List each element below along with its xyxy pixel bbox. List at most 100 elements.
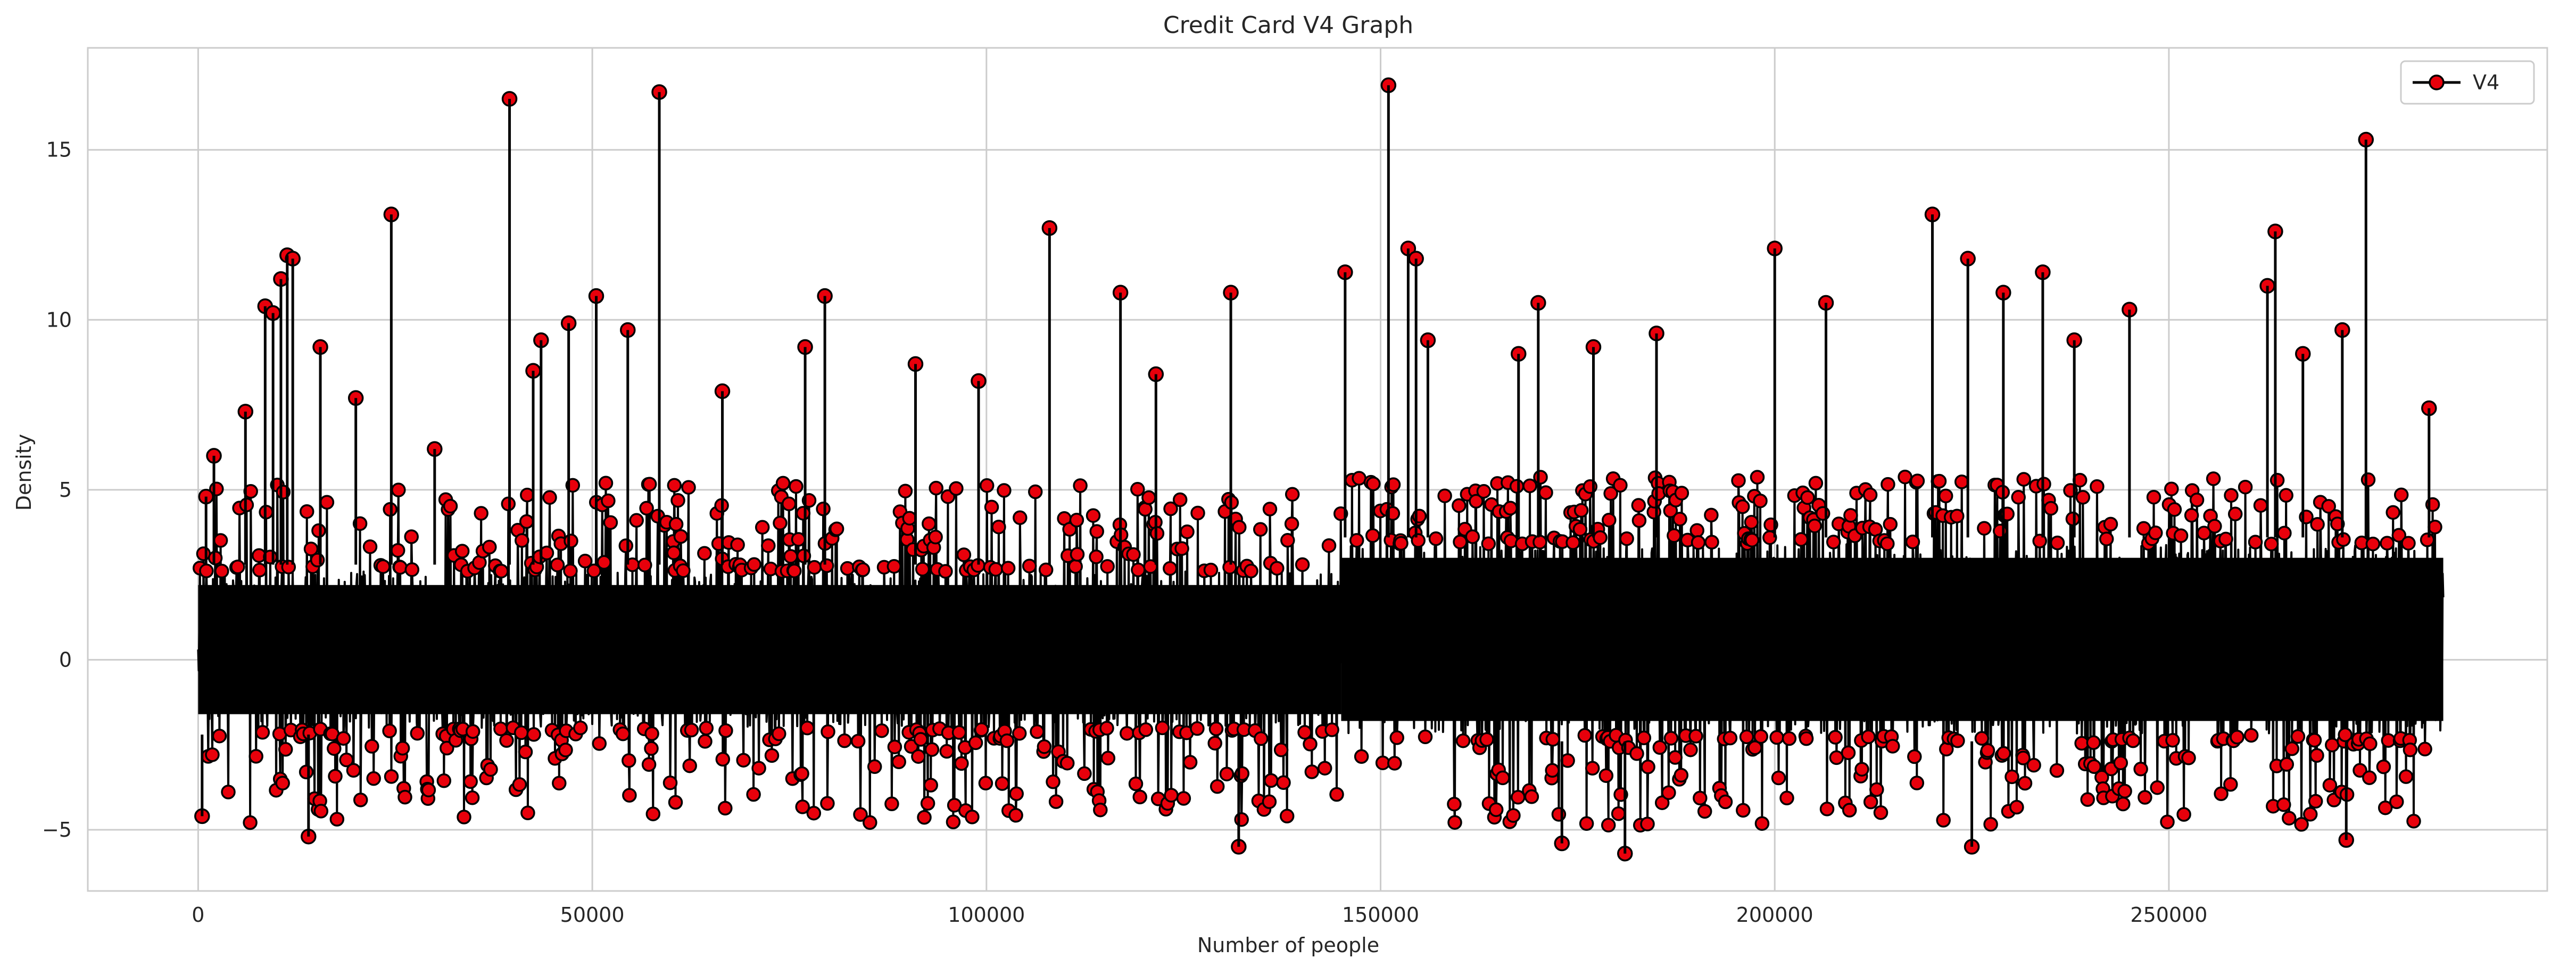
x-tick-label: 250000 xyxy=(2130,903,2207,927)
data-point-marker xyxy=(483,762,498,777)
data-point-marker xyxy=(682,758,697,773)
data-point-marker xyxy=(598,476,614,490)
y-tick-label: 10 xyxy=(46,308,72,331)
data-point-marker xyxy=(1854,762,1869,777)
data-point-marker xyxy=(1829,750,1844,765)
data-point-marker xyxy=(518,744,533,760)
data-point-marker xyxy=(2290,729,2306,744)
data-point-marker xyxy=(311,523,326,538)
data-point-marker xyxy=(697,546,712,561)
data-point-marker xyxy=(1522,478,1537,494)
data-point-marker xyxy=(884,796,899,812)
data-point-marker xyxy=(1352,471,1366,486)
data-point-marker xyxy=(629,513,644,528)
data-point-marker xyxy=(1974,731,1990,746)
data-point-marker xyxy=(1317,761,1332,776)
data-point-marker xyxy=(1069,512,1084,528)
data-point-marker xyxy=(252,563,267,578)
data-point-marker xyxy=(2214,786,2229,802)
x-tick-label: 200000 xyxy=(1736,903,1813,927)
data-point-marker xyxy=(1254,731,1269,746)
data-point-marker xyxy=(1279,809,1295,824)
data-point-marker xyxy=(764,748,780,763)
series-core-band xyxy=(1341,557,2444,721)
data-point-marker xyxy=(1688,729,1703,744)
data-point-marker xyxy=(1861,729,1876,744)
data-point-marker xyxy=(1641,760,1655,774)
data-point-marker xyxy=(2325,737,2340,753)
data-point-marker xyxy=(2398,769,2414,784)
data-point-marker xyxy=(684,722,699,738)
data-point-marker xyxy=(2184,508,2199,523)
data-point-marker xyxy=(736,753,751,768)
data-point-marker xyxy=(1324,722,1339,737)
data-point-marker xyxy=(1593,530,1608,545)
data-point-marker xyxy=(1983,816,1998,832)
data-point-marker xyxy=(1321,538,1337,553)
data-point-marker xyxy=(1819,802,1835,816)
data-point-marker xyxy=(2009,799,2024,815)
data-point-marker xyxy=(603,515,618,530)
data-point-marker xyxy=(618,538,634,553)
data-point-marker xyxy=(382,723,397,738)
data-point-marker xyxy=(436,773,452,788)
data-point-marker xyxy=(1602,512,1617,528)
data-point-marker xyxy=(1284,516,1299,531)
data-point-marker xyxy=(1545,732,1561,747)
data-point-marker xyxy=(923,778,938,793)
data-point-marker xyxy=(2181,751,2196,765)
data-point-marker xyxy=(1883,516,1898,532)
data-point-marker xyxy=(837,733,852,748)
data-point-marker xyxy=(1128,776,1144,791)
data-point-marker xyxy=(1120,726,1134,741)
data-point-marker xyxy=(313,804,329,819)
data-point-marker xyxy=(1037,739,1052,754)
data-point-marker xyxy=(796,548,811,563)
data-point-marker xyxy=(2269,473,2285,488)
data-point-marker xyxy=(1598,768,1614,783)
data-point-marker xyxy=(1862,487,1878,503)
data-point-marker xyxy=(440,740,454,756)
data-point-marker xyxy=(2049,763,2065,778)
data-point-marker xyxy=(1012,726,1027,741)
data-point-marker xyxy=(1046,774,1061,789)
data-point-marker xyxy=(1295,557,1310,572)
data-point-marker xyxy=(1739,729,1754,745)
data-point-marker xyxy=(1815,506,1830,521)
data-point-marker xyxy=(1280,533,1295,548)
data-point-marker xyxy=(1437,488,1452,503)
data-point-marker xyxy=(463,774,478,789)
data-point-marker xyxy=(615,726,631,741)
data-point-marker xyxy=(783,549,798,564)
data-point-marker xyxy=(2279,757,2295,772)
data-point-marker xyxy=(904,739,919,754)
x-tick-label: 150000 xyxy=(1342,903,1419,927)
data-point-marker xyxy=(1689,523,1704,538)
data-point-marker xyxy=(718,723,733,738)
data-point-marker xyxy=(421,782,436,797)
data-point-marker xyxy=(807,560,822,575)
data-point-marker xyxy=(2310,517,2325,532)
data-point-marker xyxy=(214,563,229,579)
data-point-marker xyxy=(1611,806,1626,821)
data-point-marker xyxy=(1453,535,1468,549)
data-point-marker xyxy=(2065,511,2081,527)
data-point-marker xyxy=(667,478,682,493)
data-point-marker xyxy=(1938,488,1953,504)
data-point-marker xyxy=(2238,479,2253,495)
data-point-marker xyxy=(1841,745,1856,760)
data-point-marker xyxy=(366,771,381,786)
data-point-marker xyxy=(1182,755,1198,770)
data-point-marker xyxy=(800,720,815,736)
data-point-marker xyxy=(1276,775,1291,790)
data-point-marker xyxy=(2243,728,2259,743)
data-point-marker xyxy=(2016,472,2031,487)
data-point-marker xyxy=(1545,763,1560,778)
data-point-marker xyxy=(795,799,810,814)
data-point-marker xyxy=(1977,521,1992,536)
data-point-marker xyxy=(1190,721,1205,736)
data-point-marker xyxy=(1375,755,1390,770)
data-point-marker xyxy=(1164,788,1179,803)
data-point-marker xyxy=(666,545,681,561)
